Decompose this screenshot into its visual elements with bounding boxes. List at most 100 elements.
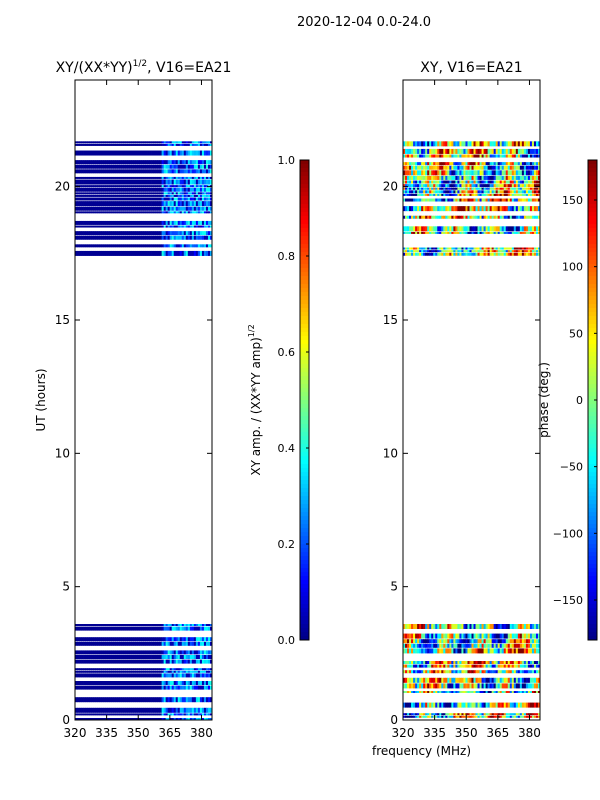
heatmap-cell — [129, 668, 132, 671]
heatmap-cell — [179, 160, 183, 165]
heatmap-cell — [165, 179, 169, 185]
heatmap-cell — [469, 180, 472, 184]
heatmap-cell — [87, 176, 90, 179]
heatmap-cell — [137, 179, 140, 185]
heatmap-cell — [159, 624, 163, 626]
heatmap-cell — [105, 637, 108, 642]
heatmap-cell — [431, 643, 434, 648]
heatmap-cell — [83, 231, 86, 236]
heatmap-cell — [531, 713, 535, 716]
heatmap-cell — [95, 650, 98, 655]
heatmap-cell — [171, 637, 175, 642]
heatmap-cell — [111, 185, 114, 188]
heatmap-cell — [99, 150, 102, 156]
heatmap-cell — [157, 185, 161, 188]
heatmap-cell — [111, 211, 114, 214]
heatmap-cell — [89, 197, 92, 201]
heatmap-cell — [191, 235, 195, 240]
heatmap-cell — [461, 624, 464, 629]
heatmap-cell — [123, 637, 126, 642]
heatmap-cell — [517, 677, 521, 683]
heatmap-cell — [497, 198, 501, 202]
heatmap-cell — [505, 691, 509, 693]
heatmap-cell — [461, 664, 464, 668]
heatmap-cell — [497, 215, 501, 219]
heatmap-cell — [141, 668, 144, 671]
heatmap-cell — [425, 184, 428, 188]
heatmap-cell — [155, 220, 158, 225]
heatmap-cell — [489, 648, 493, 654]
heatmap-cell — [165, 685, 169, 690]
heatmap-cell — [183, 201, 187, 207]
heatmap-cell — [79, 650, 82, 655]
heatmap-cell — [461, 247, 464, 250]
heatmap-cell — [525, 226, 529, 232]
heatmap-cell — [413, 683, 416, 689]
heatmap-cell — [457, 231, 460, 234]
x-tick-label: 350 — [127, 726, 150, 740]
heatmap-cell — [527, 184, 531, 188]
heatmap-cell — [405, 226, 408, 232]
heatmap-cell — [151, 668, 154, 671]
heatmap-cell — [515, 633, 519, 639]
heatmap-cell — [113, 201, 116, 207]
heatmap-cell — [443, 154, 446, 158]
heatmap-cell — [195, 713, 199, 716]
heatmap-cell — [175, 220, 179, 225]
heatmap-cell — [453, 624, 456, 629]
heatmap-cell — [133, 641, 136, 646]
heatmap-cell — [153, 225, 156, 228]
heatmap-cell — [407, 715, 410, 718]
heatmap-cell — [435, 639, 438, 644]
heatmap-cell — [97, 624, 100, 626]
heatmap-cell — [105, 176, 108, 179]
heatmap-cell — [137, 244, 140, 248]
heatmap-cell — [99, 187, 102, 192]
heatmap-cell — [527, 175, 531, 180]
heatmap-cell — [459, 231, 462, 234]
heatmap-cell — [517, 683, 521, 689]
heatmap-cell — [435, 187, 438, 190]
heatmap-cell — [91, 637, 94, 642]
heatmap-cell — [177, 185, 181, 188]
heatmap-cell — [409, 180, 412, 184]
chart-title-tail: , V16=EA21 — [147, 60, 231, 76]
heatmap-cell — [455, 231, 458, 234]
heatmap-cell — [511, 250, 515, 253]
heatmap-cell — [103, 673, 106, 678]
heatmap-cell — [517, 691, 521, 693]
heatmap-cell — [75, 192, 78, 195]
heatmap-cell — [449, 250, 452, 253]
heatmap-cell — [481, 683, 484, 689]
heatmap-cell — [193, 697, 197, 703]
heatmap-cell — [519, 180, 523, 184]
heatmap-cell — [537, 198, 541, 202]
heatmap-cell — [477, 187, 480, 190]
heatmap-cell — [157, 150, 161, 156]
heatmap-cell — [507, 670, 511, 674]
heatmap-cell — [519, 170, 523, 176]
heatmap-cell — [75, 225, 78, 228]
heatmap-cell — [83, 659, 86, 664]
heatmap-cell — [109, 176, 112, 179]
heatmap-cell — [415, 633, 418, 639]
heatmap-cell — [411, 184, 414, 188]
heatmap-cell — [403, 643, 406, 648]
heatmap-cell — [439, 231, 442, 234]
heatmap-cell — [101, 225, 104, 228]
heatmap-cell — [143, 197, 146, 201]
heatmap-cell — [127, 681, 130, 685]
heatmap-cell — [523, 691, 527, 693]
heatmap-cell — [513, 231, 517, 234]
heatmap-cell — [81, 141, 84, 144]
heatmap-cell — [449, 206, 452, 212]
heatmap-cell — [521, 206, 525, 212]
heatmap-cell — [97, 150, 100, 156]
heatmap-cell — [157, 164, 161, 169]
heatmap-cell — [95, 685, 98, 690]
heatmap-cell — [209, 718, 213, 720]
heatmap-cell — [437, 184, 440, 188]
heatmap-cell — [169, 650, 173, 655]
heatmap-cell — [447, 198, 450, 202]
heatmap-cell — [503, 170, 507, 176]
